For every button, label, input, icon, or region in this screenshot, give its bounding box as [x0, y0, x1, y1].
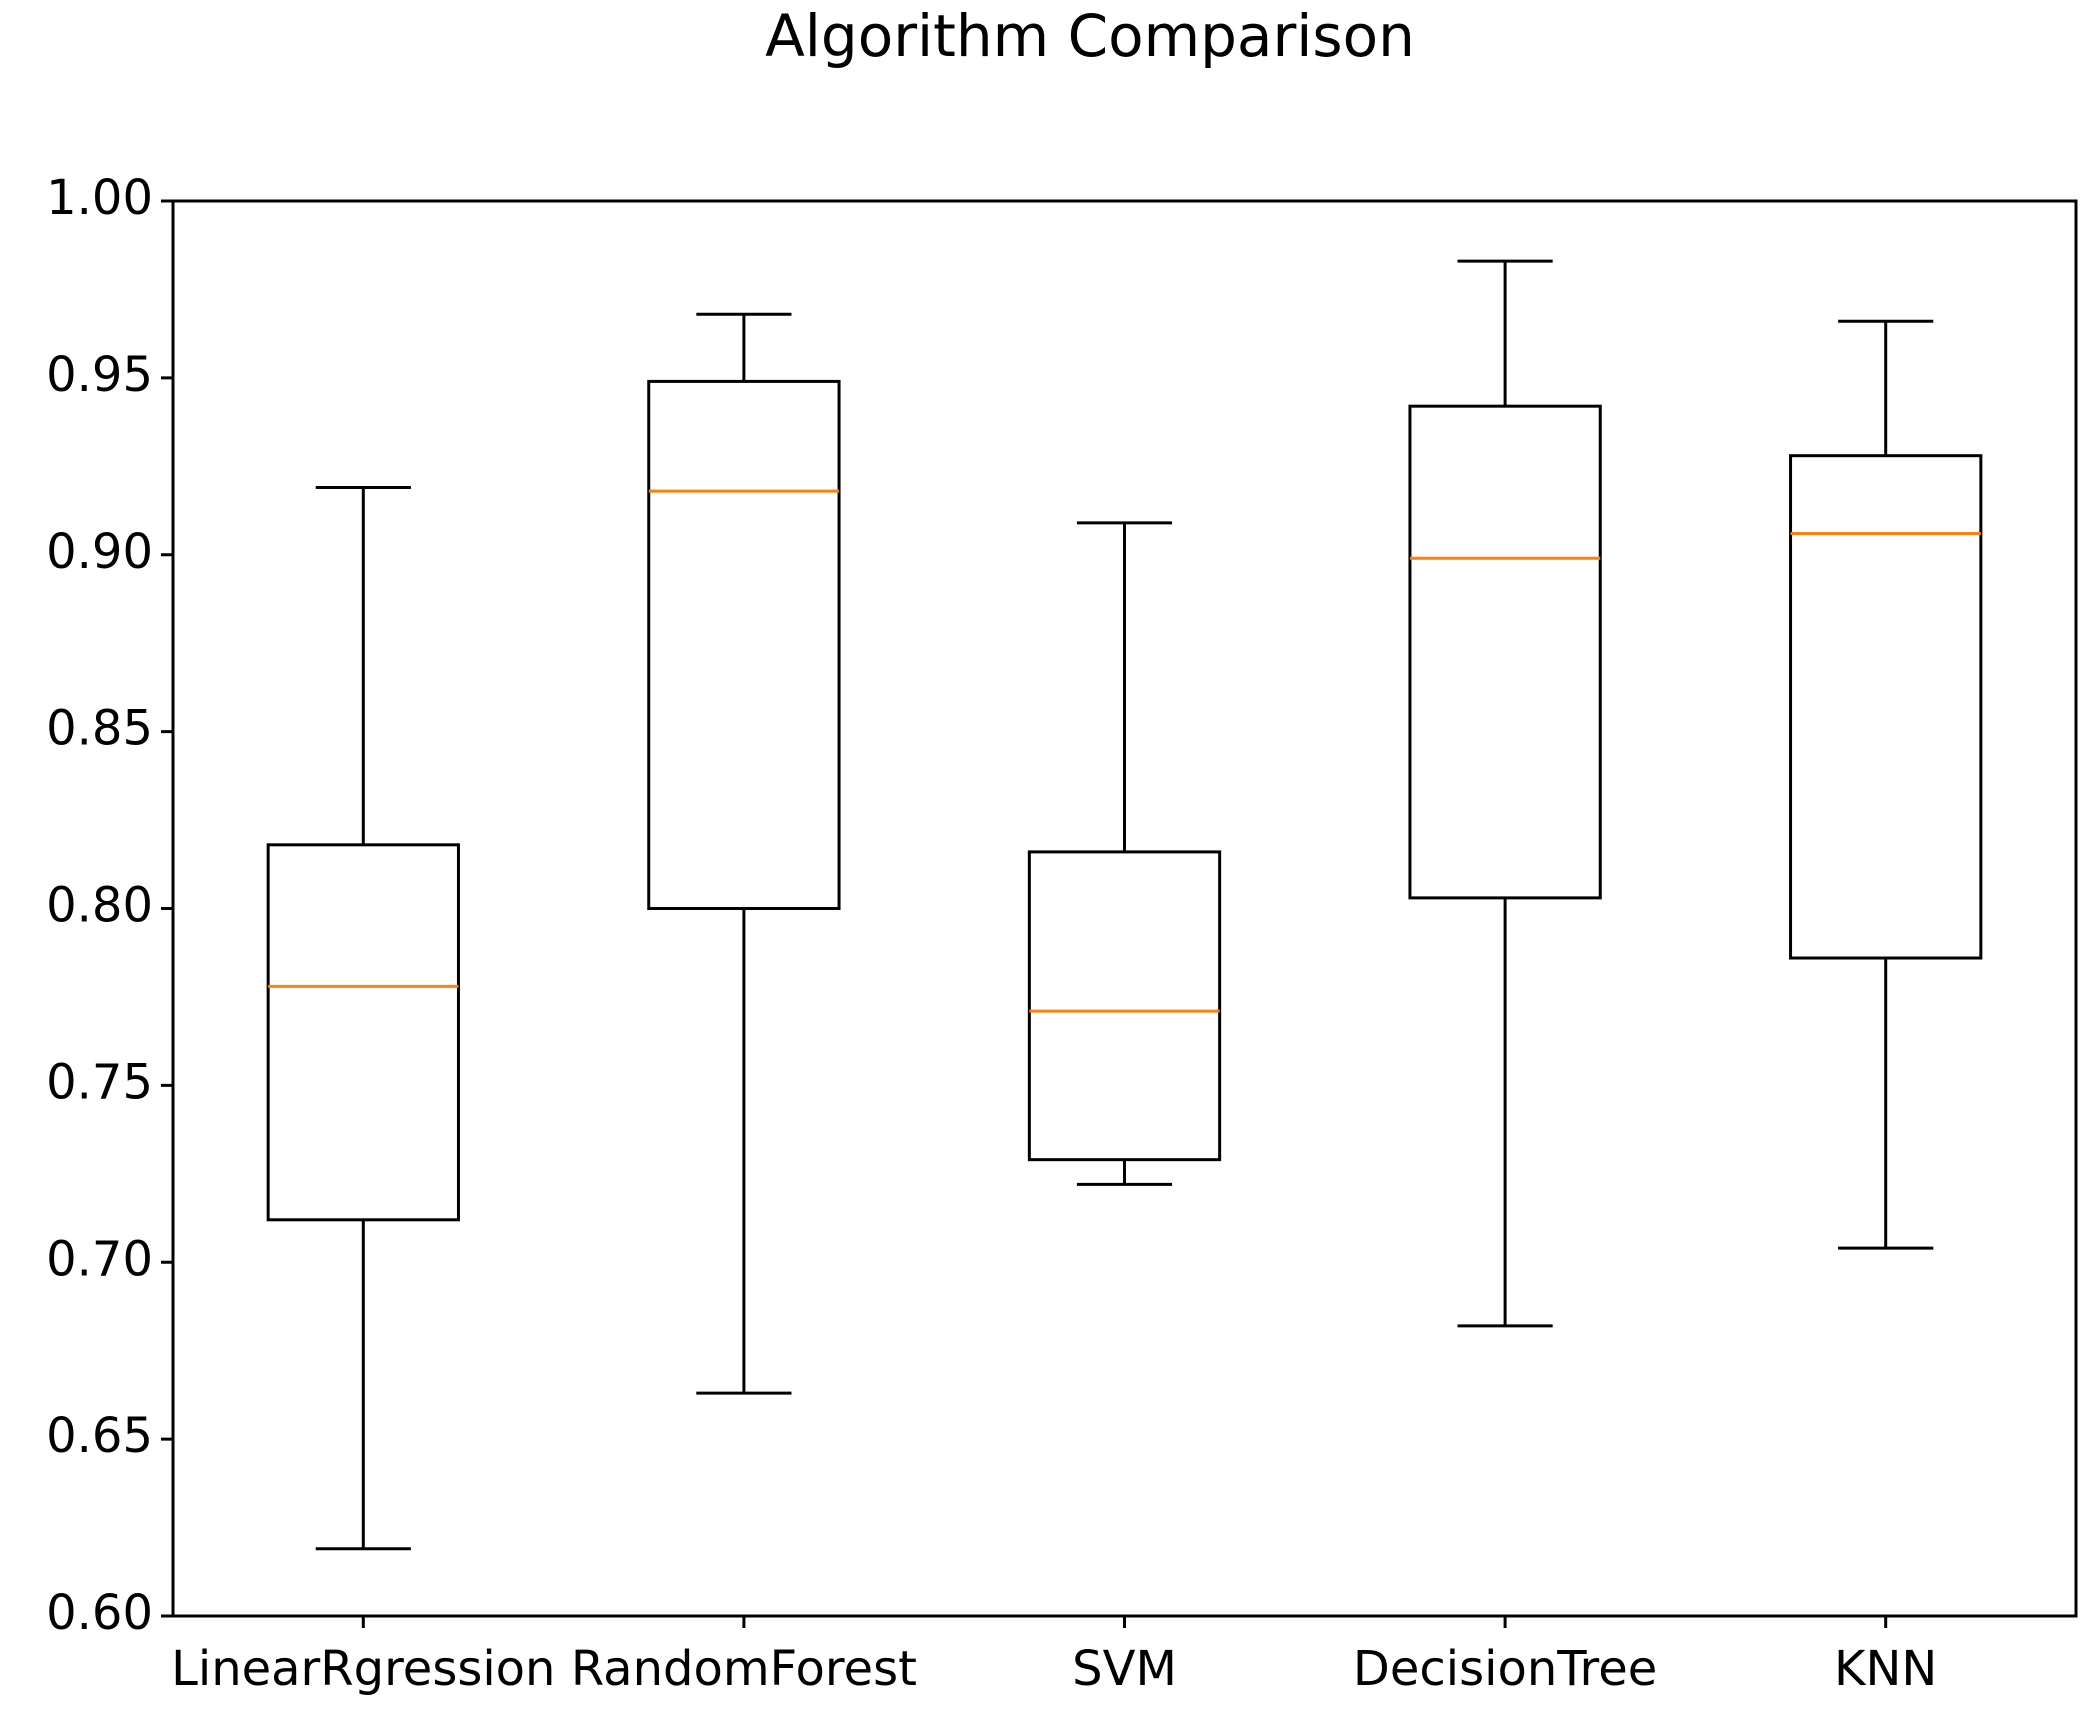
y-tick-label: 0.90 [46, 524, 153, 580]
box [647, 379, 841, 911]
y-tick-label: 0.75 [46, 1054, 153, 1110]
y-tick-label: 0.80 [46, 878, 153, 934]
x-tick-label: KNN [1834, 1641, 1937, 1697]
box [1408, 404, 1602, 900]
plot-frame [171, 199, 2078, 1618]
chart-title: Algorithm Comparison [765, 2, 1415, 70]
y-tick-label: 0.65 [46, 1408, 153, 1464]
x-tick-label: LinearRgression [171, 1641, 555, 1697]
y-tick-label: 0.70 [46, 1231, 153, 1287]
x-tick-label: RandomForest [571, 1641, 917, 1697]
y-tick-label: 0.85 [46, 701, 153, 757]
box [1027, 850, 1222, 1162]
x-tick-label: DecisionTree [1353, 1641, 1657, 1697]
box [1789, 454, 1983, 960]
y-tick-label: 0.60 [46, 1585, 153, 1641]
x-tick-label: SVM [1072, 1641, 1177, 1697]
y-tick-label: 1.00 [46, 170, 153, 226]
y-tick-label: 0.95 [46, 347, 153, 403]
box [266, 843, 460, 1222]
